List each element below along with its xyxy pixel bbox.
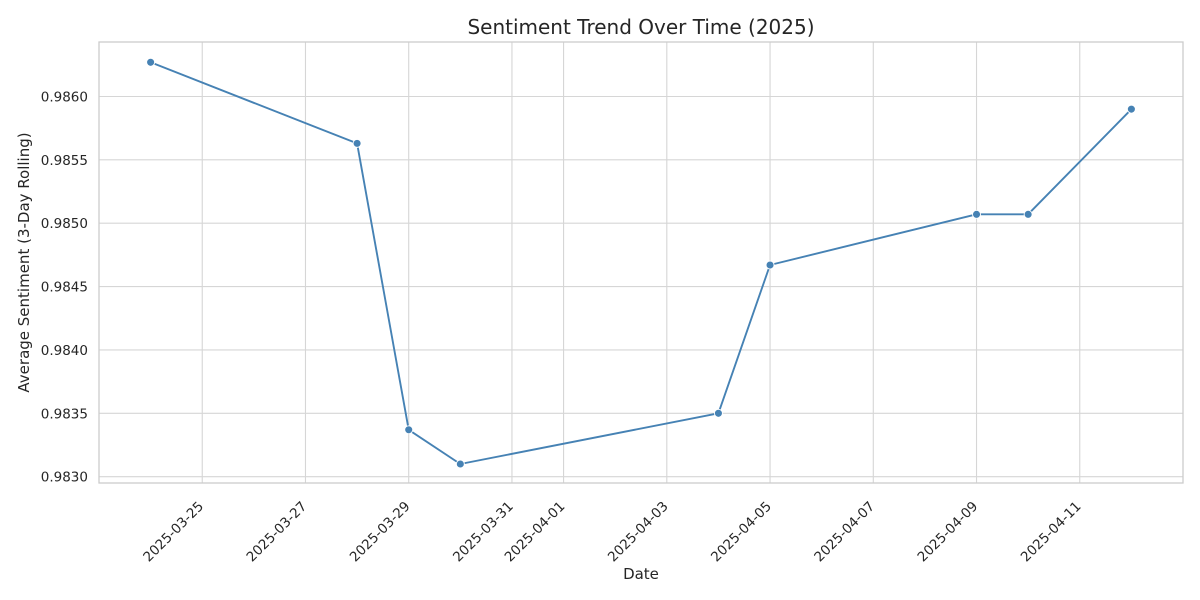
y-tick-label: 0.9855 <box>41 153 88 169</box>
chart-title: Sentiment Trend Over Time (2025) <box>467 15 814 39</box>
y-tick-label: 0.9845 <box>41 280 88 296</box>
y-tick-label: 0.9860 <box>41 89 88 105</box>
data-point <box>455 459 465 469</box>
data-point <box>146 57 156 67</box>
y-tick-label: 0.9840 <box>41 343 88 359</box>
data-point <box>972 209 981 219</box>
data-point <box>352 138 362 148</box>
data-point <box>1126 104 1136 114</box>
x-tick-label: 2025-04-09 <box>915 499 982 566</box>
x-tick-label: 2025-04-07 <box>811 499 878 566</box>
x-axis-label: Date <box>623 565 659 583</box>
y-tick-label: 0.9835 <box>41 406 88 422</box>
grid <box>99 42 1183 483</box>
y-tick-label: 0.9850 <box>41 216 88 232</box>
data-point <box>765 260 775 270</box>
y-tick-labels: 0.9830 0.9835 0.9840 0.9845 0.9850 0.9855 0.98… <box>41 89 88 485</box>
y-tick-label: 0.9830 <box>41 470 88 486</box>
data-point <box>713 408 723 418</box>
data-point <box>1023 209 1033 219</box>
x-tick-label: 2025-04-03 <box>605 499 672 566</box>
series-line <box>150 61 1133 465</box>
x-tick-labels: 2025-03-25 2025-03-27 2025-03-29 2025-03-31… <box>140 499 1084 566</box>
x-tick-label: 2025-03-25 <box>140 499 207 566</box>
plot-frame <box>98 41 1184 484</box>
data-point <box>404 425 414 435</box>
x-tick-label: 2025-04-05 <box>708 499 775 566</box>
series-layer <box>146 57 1136 469</box>
x-tick-label: 2025-03-29 <box>347 499 414 566</box>
y-axis-label: Average Sentiment (3-Day Rolling) <box>15 132 33 392</box>
x-tick-label: 2025-04-11 <box>1018 499 1085 566</box>
x-tick-label: 2025-03-27 <box>244 499 311 566</box>
